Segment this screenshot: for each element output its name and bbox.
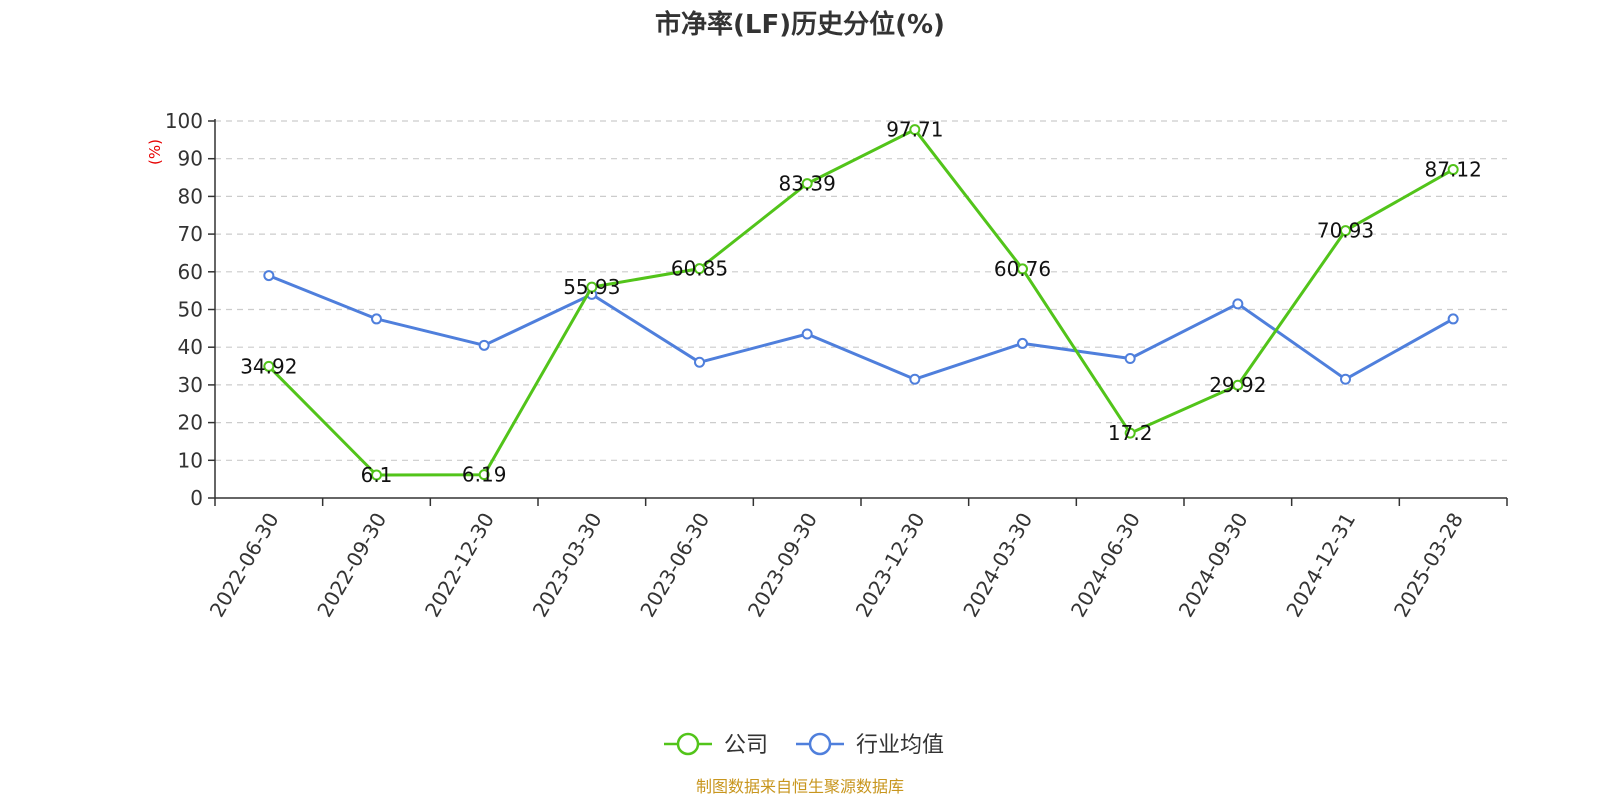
data-label: 6.1	[361, 463, 393, 487]
y-tick-label: 70	[178, 222, 203, 246]
legend: 公司 行业均值	[664, 732, 944, 758]
legend-label[interactable]: 公司	[724, 733, 768, 758]
y-tick-label: 60	[178, 260, 203, 284]
y-tick-label: 30	[178, 373, 203, 397]
data-label: 34.92	[240, 354, 297, 378]
data-point[interactable]	[371, 469, 382, 481]
x-tick-label: 2024-06-30	[1066, 509, 1145, 622]
data-point[interactable]	[694, 356, 705, 368]
data-point[interactable]	[586, 281, 598, 293]
y-tick-label: 20	[178, 411, 203, 435]
data-point[interactable]	[909, 373, 921, 385]
series-line	[267, 128, 1454, 477]
data-point[interactable]	[694, 263, 705, 275]
data-point[interactable]	[1124, 353, 1136, 365]
data-point[interactable]	[263, 360, 275, 372]
legend-swatch-marker[interactable]	[808, 732, 832, 756]
legend-label[interactable]: 行业均值	[856, 733, 944, 758]
data-point[interactable]	[1017, 337, 1028, 349]
data-labels: 34.92 6.1 6.19 55.93 60.85 83.39 97.71 60.76 17.…	[240, 118, 1482, 487]
data-point[interactable]	[909, 124, 921, 136]
y-tick-label: 90	[178, 147, 203, 171]
data-label: 70.93	[1317, 219, 1374, 243]
data-point[interactable]	[1340, 225, 1351, 237]
axes: 0 10 20 30 40 50 60 70 80 90 100 2022-06-30 2022-09-…	[165, 109, 1508, 622]
data-label: 60.85	[671, 257, 728, 281]
data-point[interactable]	[1447, 164, 1459, 176]
series-lines	[263, 124, 1459, 481]
data-point[interactable]	[1124, 427, 1136, 439]
data-label: 87.12	[1425, 158, 1482, 182]
data-point[interactable]	[478, 339, 490, 351]
data-point[interactable]	[1447, 313, 1459, 325]
data-label: 60.76	[994, 257, 1051, 281]
y-tick-label: 100	[165, 109, 203, 133]
data-point[interactable]	[1232, 379, 1244, 391]
data-point[interactable]	[1017, 263, 1028, 275]
data-point[interactable]	[1232, 298, 1244, 310]
y-axis-label: (%)	[146, 139, 164, 165]
data-label: 17.2	[1108, 421, 1153, 445]
y-tick-label: 0	[190, 486, 203, 510]
x-tick-label: 2024-12-31	[1281, 509, 1360, 622]
y-tick-label: 10	[178, 448, 203, 472]
y-tick-label: 50	[178, 298, 203, 322]
x-tick-label: 2022-12-30	[420, 508, 499, 621]
x-tick-label: 2025-03-28	[1389, 509, 1468, 622]
grid-lines	[215, 120, 1507, 461]
data-point[interactable]	[263, 270, 275, 282]
data-label: 97.71	[886, 118, 943, 142]
legend-swatch-marker[interactable]	[676, 732, 700, 756]
data-label: 6.19	[462, 463, 507, 487]
chart-title: 市净率(LF)历史分位(%)	[655, 9, 945, 40]
data-label: 29.92	[1209, 373, 1266, 397]
data-label: 83.39	[779, 172, 836, 196]
data-point[interactable]	[371, 313, 382, 325]
x-tick-label: 2022-06-30	[205, 509, 284, 622]
x-tick-label: 2022-09-30	[312, 509, 391, 622]
series-line	[268, 274, 1454, 381]
y-tick-label: 80	[178, 184, 203, 208]
x-tick-label: 2023-09-30	[743, 509, 822, 622]
x-tick-label: 2023-03-30	[528, 509, 607, 622]
data-point[interactable]	[1340, 373, 1351, 385]
data-point[interactable]	[801, 178, 813, 190]
x-tick-label: 2024-03-30	[958, 509, 1037, 622]
data-label: 55.93	[563, 275, 620, 299]
x-tick-label: 2023-12-30	[851, 508, 930, 621]
x-tick-label: 2023-06-30	[635, 509, 714, 622]
source-note: 制图数据来自恒生聚源数据库	[696, 777, 904, 796]
y-tick-label: 40	[178, 335, 203, 359]
x-tick-label: 2024-09-30	[1174, 509, 1253, 622]
data-point[interactable]	[478, 469, 490, 481]
data-point[interactable]	[801, 328, 813, 340]
